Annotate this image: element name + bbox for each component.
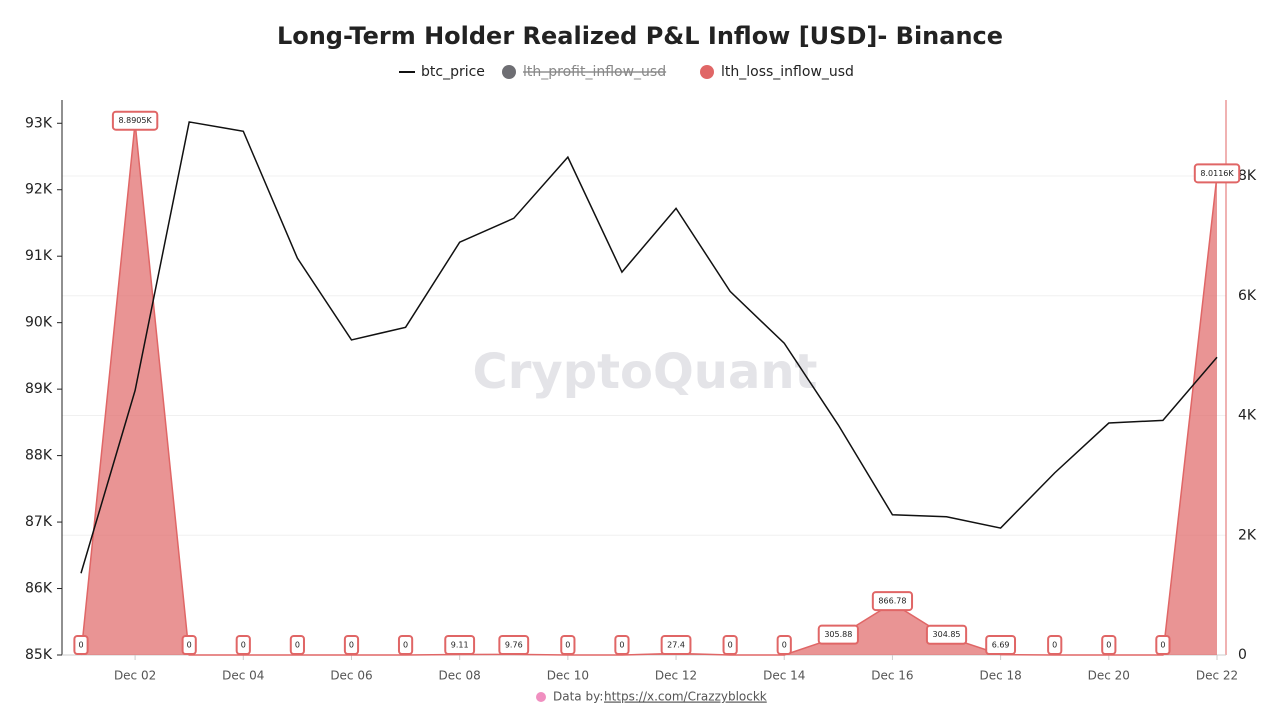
legend-label[interactable]: btc_price xyxy=(421,64,485,80)
value-label: 866.78 xyxy=(878,597,906,606)
x-tick-label: Dec 22 xyxy=(1196,669,1238,683)
value-label-box xyxy=(1047,635,1063,655)
y-tick-label: 86K xyxy=(25,581,53,597)
value-label-box xyxy=(73,635,89,655)
value-label: 9.11 xyxy=(451,641,469,650)
y2-tick-label: 0 xyxy=(1238,647,1247,663)
value-label: 8.0116K xyxy=(1200,169,1234,178)
value-label: 305.88 xyxy=(824,630,852,639)
legend-swatch xyxy=(502,65,516,79)
value-label-box xyxy=(397,635,414,655)
value-label: 0 xyxy=(241,641,246,650)
y2-tick-label: 8K xyxy=(1238,168,1257,184)
x-tick-label: Dec 14 xyxy=(763,669,805,683)
legend-label[interactable]: lth_loss_inflow_usd xyxy=(721,64,854,80)
x-tick-label: Dec 06 xyxy=(330,669,372,683)
x-tick-label: Dec 16 xyxy=(871,669,913,683)
y2-tick-label: 4K xyxy=(1238,408,1257,424)
value-label-box xyxy=(660,635,692,655)
value-label: 0 xyxy=(78,641,83,650)
value-label: 0 xyxy=(1052,641,1057,650)
y-tick-label: 87K xyxy=(25,514,53,530)
x-tick-label: Dec 20 xyxy=(1088,669,1130,683)
value-label: 0 xyxy=(403,641,408,650)
value-label: 0 xyxy=(187,641,192,650)
value-label-box xyxy=(560,635,576,655)
value-label-box xyxy=(925,624,968,645)
value-label-box xyxy=(111,110,159,131)
y-tick-label: 90K xyxy=(25,315,53,331)
value-label: 0 xyxy=(349,641,354,650)
value-label: 0 xyxy=(1106,641,1111,650)
value-label-box xyxy=(985,635,1017,655)
value-label: 0 xyxy=(295,641,300,650)
value-label-box xyxy=(776,635,792,655)
value-label-box xyxy=(722,635,738,655)
y-tick-label: 92K xyxy=(25,182,53,198)
y-tick-label: 93K xyxy=(25,115,53,131)
y-tick-label: 88K xyxy=(25,448,53,464)
value-label: 0 xyxy=(782,641,787,650)
value-label-box xyxy=(289,635,305,655)
source-label: Data by: xyxy=(553,690,603,704)
value-label-box xyxy=(614,635,630,655)
price-line xyxy=(80,121,1218,574)
value-label: 0 xyxy=(1160,641,1165,650)
value-label-box xyxy=(1101,635,1117,655)
value-label-box xyxy=(1155,635,1171,655)
watermark: CryptoQuant xyxy=(473,344,818,400)
value-label: 6.69 xyxy=(992,641,1010,650)
source-icon xyxy=(536,692,546,702)
x-tick-label: Dec 10 xyxy=(547,669,589,683)
legend-swatch xyxy=(700,65,714,79)
value-label: 8.8905K xyxy=(118,116,152,125)
value-label-box xyxy=(444,635,476,655)
value-label-box xyxy=(817,624,859,645)
value-label-box xyxy=(343,635,360,655)
y-tick-label: 85K xyxy=(25,647,53,663)
legend-label[interactable]: lth_profit_inflow_usd xyxy=(523,64,666,80)
loss-line xyxy=(80,122,1218,656)
y2-tick-label: 6K xyxy=(1238,288,1257,304)
y2-tick-label: 2K xyxy=(1238,527,1257,543)
x-tick-label: Dec 08 xyxy=(439,669,481,683)
value-label: 0 xyxy=(619,641,624,650)
chart-title: Long-Term Holder Realized P&L Inflow [US… xyxy=(277,22,1003,50)
x-tick-label: Dec 02 xyxy=(114,669,156,683)
value-label: 9.76 xyxy=(505,641,523,650)
x-tick-label: Dec 18 xyxy=(979,669,1021,683)
value-label: 27.4 xyxy=(667,641,685,650)
y-tick-label: 91K xyxy=(25,248,53,264)
y-tick-label: 89K xyxy=(25,381,53,397)
value-label-box xyxy=(871,591,914,612)
source-link[interactable]: https://x.com/Crazzyblockk xyxy=(604,690,767,704)
value-label-box xyxy=(235,635,251,655)
value-label-box xyxy=(498,635,530,655)
value-label: 304.85 xyxy=(933,630,961,639)
x-tick-label: Dec 12 xyxy=(655,669,697,683)
value-label-box xyxy=(1193,163,1241,184)
value-label: 0 xyxy=(565,641,570,650)
x-tick-label: Dec 04 xyxy=(222,669,264,683)
value-label-box xyxy=(181,635,197,655)
value-label: 0 xyxy=(728,641,733,650)
